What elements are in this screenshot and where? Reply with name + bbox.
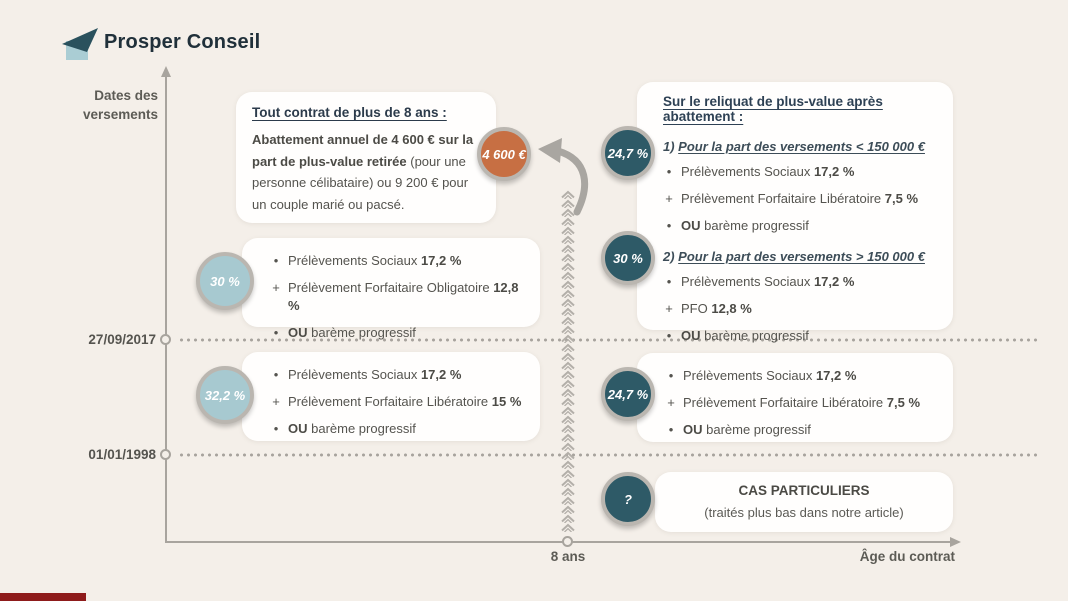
abattement-text-rest: (pour une personne célibataire) ou 9 200… [252,153,469,212]
line-marker: • [666,164,672,179]
abattement-text-bold: Abattement annuel de 4 600 € sur la part… [252,132,474,169]
line-marker: + [272,280,280,295]
rate-badge-24-7-low: 24,7 % [601,367,655,421]
tax-line: + Prélèvement Forfaitaire Libératoire 7,5… [665,394,941,412]
tax-line: • OU barème progressif [270,324,528,342]
x-axis-label: Âge du contrat [859,549,955,564]
section1-title-text: Pour la part des versements < 150 000 € [678,139,925,154]
paper-plane-icon [62,28,98,60]
special-cases-card: CAS PARTICULIERS (traités plus bas dans … [655,472,953,532]
reliquat-header: Sur le reliquat de plus-value après abat… [663,94,883,124]
mid-left-card: • Prélèvements Sociaux 17,2 % + Prélèvemen… [242,238,540,340]
tax-line: • Prélèvements Sociaux 17,2 % [270,366,528,384]
line-marker: + [667,395,675,410]
section2-num: 2) [663,249,679,264]
chevron-up-divider [558,190,578,532]
x-axis [165,541,953,543]
line-marker: • [273,253,279,268]
line-text: Prélèvements Sociaux 17,2 % [681,164,855,179]
line-text: Prélèvement Forfaitaire Libératoire 7,5 … [681,191,919,206]
line-text: OU barème progressif [681,218,809,233]
line-marker: • [668,422,674,437]
tick-marker-2017 [160,334,171,345]
tax-line: • Prélèvements Sociaux 17,2 % [665,367,941,385]
section1-title: 1) Pour la part des versements < 150 000… [663,139,941,154]
line-marker: • [666,328,672,343]
brand-name: Prosper Conseil [104,31,261,53]
low-right-card: • Prélèvements Sociaux 17,2 % + Prélèvemen… [637,353,953,442]
line-text: Prélèvements Sociaux 17,2 % [683,368,857,383]
tax-line: • OU barème progressif [663,217,941,235]
low-left-card: • Prélèvements Sociaux 17,2 % + Prélèvemen… [242,352,540,441]
line-text: Prélèvement Forfaitaire Libératoire 7,5 … [683,395,921,410]
line-marker: • [668,368,674,383]
progress-bar[interactable] [0,593,86,601]
question-badge: ? [601,472,655,526]
y-tick-1998: 01/01/1998 [88,447,156,462]
line-marker: • [273,325,279,340]
line-marker: + [665,301,673,316]
line-text: Prélèvements Sociaux 17,2 % [681,274,855,289]
line-text: Prélèvements Sociaux 17,2 % [288,367,462,382]
tax-line: • Prélèvements Sociaux 17,2 % [663,163,941,181]
special-cases-title: CAS PARTICULIERS [738,483,870,498]
rate-badge-30-left: 30 % [196,252,254,310]
line-text: OU barème progressif [288,421,416,436]
abattement-badge: 4 600 € [477,127,531,181]
reliquat-section-2: 2) Pour la part des versements > 150 000… [663,249,941,345]
section2-title-text: Pour la part des versements > 150 000 € [678,249,925,264]
y-axis-arrow-icon [161,66,171,77]
tax-line: • Prélèvements Sociaux 17,2 % [663,273,941,291]
tax-line: • Prélèvements Sociaux 17,2 % [270,252,528,270]
line-text: Prélèvement Forfaitaire Obligatoire 12,8… [288,280,519,313]
tax-line: • OU barème progressif [665,421,941,439]
line-marker: • [273,421,279,436]
line-marker: + [665,191,673,206]
line-text: OU barème progressif [288,325,416,340]
tick-marker-1998 [160,449,171,460]
line-marker: + [272,394,280,409]
curved-arrow-icon [538,138,589,216]
abattement-text: Abattement annuel de 4 600 € sur la part… [252,129,480,215]
rate-badge-32-2: 32,2 % [196,366,254,424]
line-marker: • [273,367,279,382]
line-text: PFO 12,8 % [681,301,752,316]
reliquat-section-1: 1) Pour la part des versements < 150 000… [663,139,941,235]
line-text: OU barème progressif [683,422,811,437]
line-text: Prélèvements Sociaux 17,2 % [288,253,462,268]
line-marker: • [666,274,672,289]
tax-line: + PFO 12,8 % [663,300,941,318]
y-axis-label-line2: versements [82,107,158,122]
x-tick-label: 8 ans [550,549,586,564]
abattement-card: Tout contrat de plus de 8 ans : Abatteme… [236,92,496,223]
section1-num: 1) [663,139,679,154]
section2-title: 2) Pour la part des versements > 150 000… [663,249,941,264]
tax-line: + Prélèvement Forfaitaire Obligatoire 12,… [270,279,528,315]
y-tick-2017: 27/09/2017 [88,332,156,347]
line-marker: • [666,218,672,233]
reliquat-card: Sur le reliquat de plus-value après abat… [637,82,953,343]
rate-badge-24-7-top: 24,7 % [601,126,655,180]
special-cases-subtitle: (traités plus bas dans notre article) [704,505,904,520]
y-axis-label: Dates des versements [60,86,158,124]
y-axis [165,76,167,542]
x-axis-arrow-icon [950,537,961,547]
tax-line: + Prélèvement Forfaitaire Libératoire 15 … [270,393,528,411]
tax-line: • OU barème progressif [663,327,941,345]
abattement-title: Tout contrat de plus de 8 ans : [252,105,447,120]
dotted-line-2017 [178,338,1040,342]
dotted-line-1998 [178,453,1040,457]
rate-badge-30-right: 30 % [601,231,655,285]
tax-line: + Prélèvement Forfaitaire Libératoire 7,5… [663,190,941,208]
line-text: Prélèvement Forfaitaire Libératoire 15 % [288,394,522,409]
tick-marker-8ans [562,536,573,547]
tax-line: • OU barème progressif [270,420,528,438]
y-axis-label-line1: Dates des [94,88,158,103]
line-text: OU barème progressif [681,328,809,343]
